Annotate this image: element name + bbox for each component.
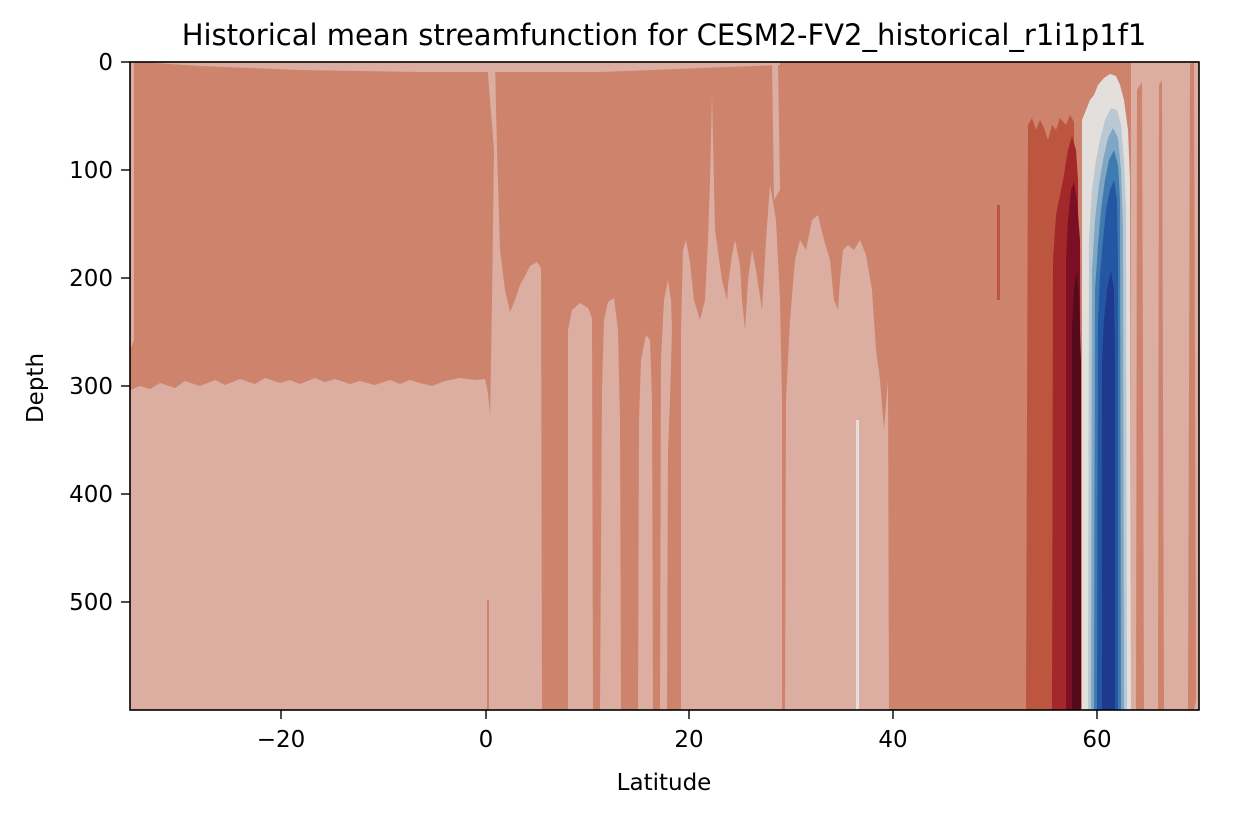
contour-level-light-pink-south — [130, 378, 490, 710]
y-axis: 0 100 200 300 400 500 — [69, 50, 130, 616]
contour-fleck-37n — [856, 420, 859, 710]
contour-band-i — [772, 62, 780, 200]
contour-level-light-pink-north — [1131, 62, 1199, 710]
x-tick-label: 40 — [878, 727, 907, 753]
contour-north-salmon-band-3 — [1188, 62, 1196, 710]
contour-level-dark-blue — [1102, 270, 1115, 710]
contour-level-deep-maroon — [1072, 270, 1081, 710]
x-tick-label: 20 — [674, 727, 703, 753]
x-axis: −20 0 20 40 60 — [257, 710, 1112, 753]
contour-band-f — [724, 185, 782, 710]
y-tick-label: 300 — [69, 374, 113, 400]
contour-north-salmon-band-2 — [1158, 80, 1164, 710]
y-tick-label: 100 — [69, 158, 113, 184]
contour-band-c — [638, 335, 653, 710]
contour-band-g — [785, 215, 889, 710]
x-tick-label: 0 — [479, 727, 494, 753]
x-tick-label: −20 — [257, 727, 306, 753]
contour-band-b — [600, 298, 621, 710]
contour-north-salmon-band-1 — [1136, 82, 1144, 710]
y-tick-label: 0 — [98, 50, 113, 76]
contour-band-d — [660, 280, 672, 710]
chart-title: Historical mean streamfunction for CESM2… — [182, 18, 1147, 52]
y-tick-label: 400 — [69, 482, 113, 508]
contour-level-light-pink-edge — [130, 62, 134, 350]
contour-band-h — [826, 300, 833, 710]
y-tick-label: 200 — [69, 266, 113, 292]
x-tick-label: 60 — [1082, 727, 1111, 753]
x-axis-label: Latitude — [617, 770, 712, 796]
y-axis-label: Depth — [23, 353, 49, 423]
contour-level-top-strip — [140, 62, 780, 72]
contour-field — [130, 62, 1199, 710]
contour-fleck-50n — [997, 205, 1000, 300]
contour-band-a — [568, 303, 593, 710]
y-tick-label: 500 — [69, 590, 113, 616]
contour-fleck-equator — [487, 600, 489, 710]
contour-level-equatorial-band — [487, 62, 542, 710]
